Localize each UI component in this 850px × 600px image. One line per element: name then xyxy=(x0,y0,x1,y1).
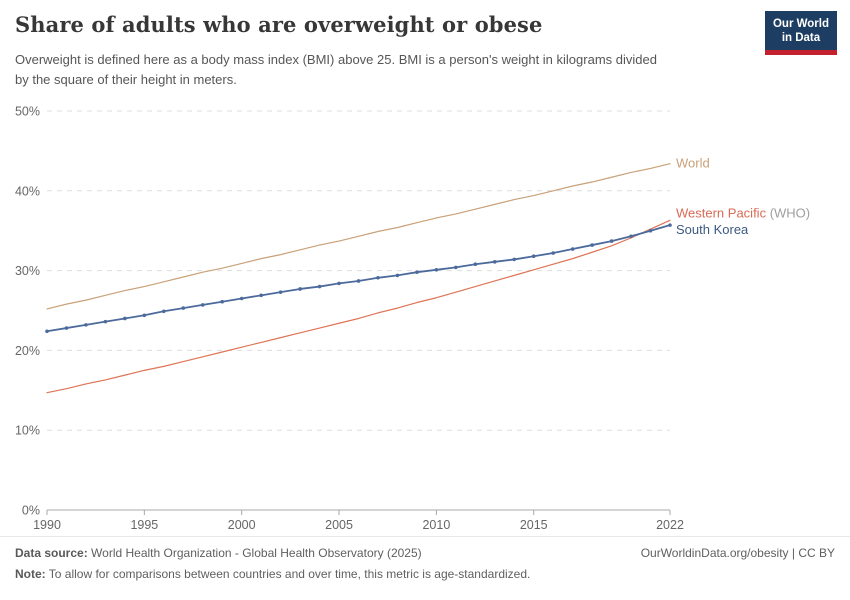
credit-link[interactable]: OurWorldinData.org/obesity | CC BY xyxy=(640,546,835,560)
series-marker xyxy=(492,260,497,264)
series-marker xyxy=(239,296,244,301)
series-marker xyxy=(181,306,186,310)
note-value: To allow for comparisons between countri… xyxy=(45,567,531,581)
data-source-value: World Health Organization - Global Healt… xyxy=(87,546,422,560)
series-label-world[interactable]: World xyxy=(676,156,710,171)
x-tick-label-1990: 1990 xyxy=(33,518,61,532)
series-line-western-pacific xyxy=(46,219,671,394)
note-text: Note: To allow for comparisons between c… xyxy=(15,567,530,581)
x-tick-label-1995: 1995 xyxy=(130,518,158,532)
series-marker xyxy=(668,223,672,227)
series-marker xyxy=(473,262,478,267)
owid-logo[interactable]: Our World in Data xyxy=(764,11,837,55)
series-marker xyxy=(123,316,127,321)
series-marker xyxy=(629,234,633,239)
series-marker xyxy=(337,281,341,286)
logo-line-2: in Data xyxy=(781,32,821,45)
data-source-label: Data source: xyxy=(15,546,88,560)
series-marker xyxy=(64,326,69,330)
series-label-western-pacific[interactable]: Western Pacific (WHO) xyxy=(676,205,810,220)
logo-line-1: Our World xyxy=(772,18,829,30)
x-tick-label-2005: 2005 xyxy=(325,518,353,532)
footer-note-row: Note: To allow for comparisons between c… xyxy=(15,567,835,581)
y-tick-label-10: 10% xyxy=(15,424,40,438)
series-marker xyxy=(298,287,302,291)
series-marker xyxy=(570,247,575,251)
series-marker xyxy=(259,293,263,298)
series-marker xyxy=(278,290,283,294)
series-marker xyxy=(648,228,653,233)
series-marker xyxy=(103,319,108,324)
series-marker xyxy=(200,303,205,307)
series-marker xyxy=(512,257,517,262)
series-line-south-korea xyxy=(46,224,671,333)
y-tick-label-50: 50% xyxy=(15,105,40,119)
series-marker xyxy=(376,275,380,280)
x-tick-label-2015: 2015 xyxy=(520,518,548,532)
series-marker xyxy=(609,239,614,243)
series-marker xyxy=(142,313,147,318)
series-marker xyxy=(45,329,49,334)
series-marker xyxy=(434,268,439,272)
series-marker xyxy=(590,243,594,247)
series-marker xyxy=(395,273,400,278)
y-tick-label-40: 40% xyxy=(15,184,40,198)
x-tick-label-2000: 2000 xyxy=(228,518,256,532)
chart-subtitle: Overweight is defined here as a body mas… xyxy=(15,50,657,89)
series-label-south-korea[interactable]: South Korea xyxy=(676,222,749,237)
series-marker xyxy=(84,323,88,327)
y-tick-label-0: 0% xyxy=(22,504,40,518)
line-chart-canvas: 0% 10% 20% 30% 40% 50% 1990 1995 2000 2005 2010 201… xyxy=(15,105,810,533)
y-tick-label-20: 20% xyxy=(15,344,40,358)
series-marker xyxy=(220,299,225,304)
series-marker xyxy=(551,251,555,255)
x-tick-label-2010: 2010 xyxy=(422,518,450,532)
series-marker xyxy=(317,284,322,289)
series-marker xyxy=(454,265,458,270)
chart-footer: Data source: World Health Organization -… xyxy=(0,536,850,588)
x-tick-label-2022: 2022 xyxy=(656,518,684,532)
series-marker xyxy=(531,254,536,259)
subtitle-line-2: by the square of their height in meters. xyxy=(15,71,237,87)
note-label: Note: xyxy=(15,567,46,581)
page-title: Share of adults who are overweight or ob… xyxy=(15,12,543,37)
series-marker xyxy=(162,309,166,314)
series-line-world xyxy=(46,163,671,310)
subtitle-line-1: Overweight is defined here as a body mas… xyxy=(15,52,657,67)
y-tick-label-30: 30% xyxy=(15,264,40,278)
footer-source-row: Data source: World Health Organization -… xyxy=(15,546,835,560)
data-source-text: Data source: World Health Organization -… xyxy=(15,546,422,560)
series-marker xyxy=(415,270,419,274)
series-marker xyxy=(356,279,361,283)
